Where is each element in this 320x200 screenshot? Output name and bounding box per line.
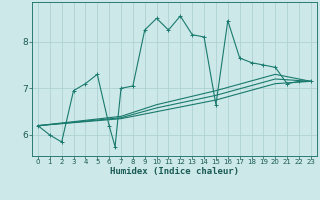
X-axis label: Humidex (Indice chaleur): Humidex (Indice chaleur)	[110, 167, 239, 176]
